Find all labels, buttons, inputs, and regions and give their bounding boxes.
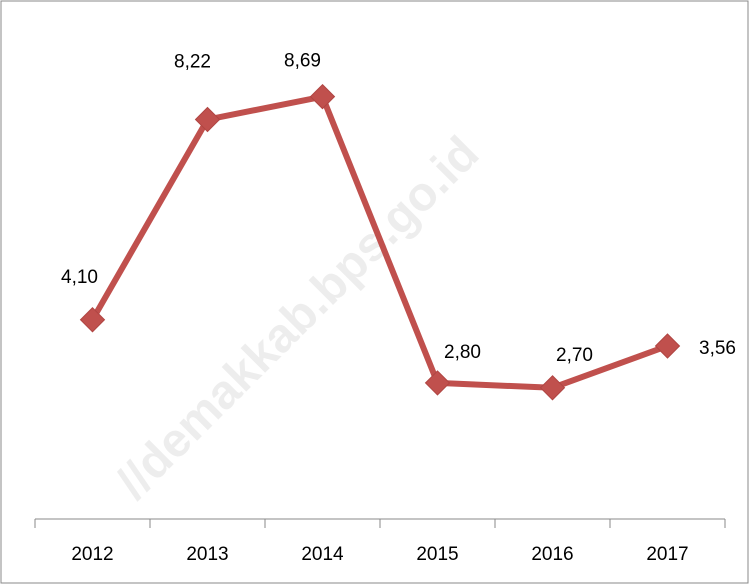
marker [654,333,681,359]
marker [79,307,106,333]
data-label: 2,80 [444,342,481,363]
data-label: 8,22 [174,52,211,73]
x-tick-label: 2015 [416,544,458,565]
series-line [89,93,669,391]
x-tick-label: 2012 [71,544,113,565]
data-label: 8,69 [284,51,321,72]
data-label: 3,56 [699,338,736,359]
data-label: 4,10 [61,267,98,288]
marker [424,370,451,396]
x-tick-label: 2017 [646,544,688,565]
x-tick-label: 2013 [186,544,228,565]
x-tick-label: 2016 [531,544,573,565]
data-label: 2,70 [556,345,593,366]
marker [194,106,221,133]
marker [539,375,566,401]
x-tick-label: 2014 [301,544,344,565]
marker [309,83,336,110]
